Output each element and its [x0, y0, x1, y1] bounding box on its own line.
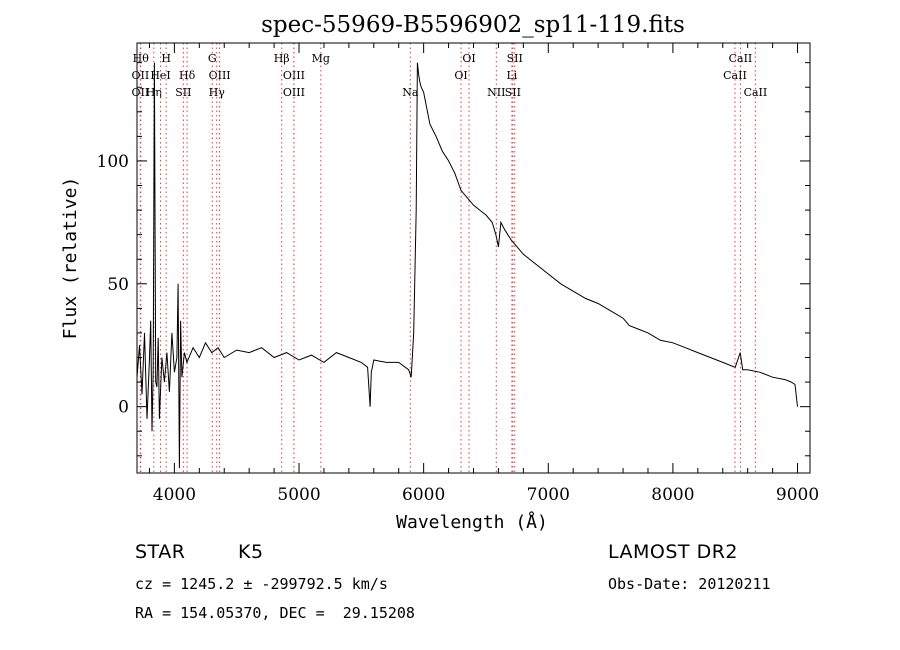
line-marker-label-15: Na [402, 86, 419, 99]
line-marker-label-2: OII [132, 86, 150, 99]
x-tick-label: 8000 [651, 485, 694, 505]
line-marker-label-8: G [208, 52, 217, 65]
line-marker-label-11: Hβ [274, 52, 290, 65]
x-tick-label: 5000 [277, 485, 320, 505]
line-markers: HθOIIOIIHηHeIHHδSIIGOIIIHγHβOIIIOIIIMgNa… [132, 43, 768, 473]
line-marker-label-21: SII [505, 86, 521, 99]
object-type: STAR [135, 541, 186, 563]
plot-frame [136, 42, 811, 474]
x-axis-label: Wavelength (Å) [396, 511, 548, 533]
line-marker-label-22: CaII [729, 52, 753, 65]
subclass: K5 [238, 541, 264, 563]
line-marker-label-6: Hδ [179, 69, 196, 82]
line-marker-label-19: Li [506, 69, 517, 82]
spectrum-series [136, 62, 798, 469]
line-marker-label-16: OI [462, 52, 475, 65]
x-axis-ticks: 4000 5000 6000 7000 8000 9000 [148, 43, 819, 505]
y-axis-label: Flux (relative) [60, 177, 81, 340]
spectrum-line [136, 62, 798, 469]
cz-value: cz = 1245.2 ± -299792.5 km/s [135, 575, 388, 593]
y-axis-ticks: 0 50 100 [97, 62, 810, 457]
chart-title: spec-55969-B5596902_sp11-119.fits [261, 12, 685, 38]
y-tick-label: 100 [97, 152, 129, 172]
x-tick-label: 9000 [776, 485, 819, 505]
line-marker-label-17: OI [454, 69, 467, 82]
line-marker-label-9: OIII [209, 69, 231, 82]
x-tick-label: 4000 [153, 485, 196, 505]
line-marker-label-18: SII [507, 52, 523, 65]
survey-name: LAMOST DR2 [608, 541, 738, 563]
obs-date: Obs-Date: 20120211 [608, 575, 771, 593]
line-marker-label-20: NII [487, 86, 505, 99]
line-marker-label-7: SII [175, 86, 191, 99]
y-tick-label: 0 [118, 398, 129, 418]
line-marker-label-24: CaII [744, 86, 768, 99]
spectrum-chart: spec-55969-B5596902_sp11-119.fits HθOIIO… [60, 12, 819, 533]
line-marker-label-14: Mg [312, 52, 330, 65]
y-tick-label: 50 [107, 275, 129, 295]
line-marker-label-23: CaII [723, 69, 747, 82]
line-marker-label-13: OIII [283, 86, 305, 99]
line-marker-label-4: HeI [150, 69, 170, 82]
x-tick-label: 7000 [527, 485, 570, 505]
line-marker-label-10: Hγ [209, 86, 226, 99]
x-tick-label: 6000 [402, 485, 445, 505]
ra-dec: RA = 154.05370, DEC = 29.15208 [135, 604, 415, 622]
line-marker-label-5: H [161, 52, 171, 65]
